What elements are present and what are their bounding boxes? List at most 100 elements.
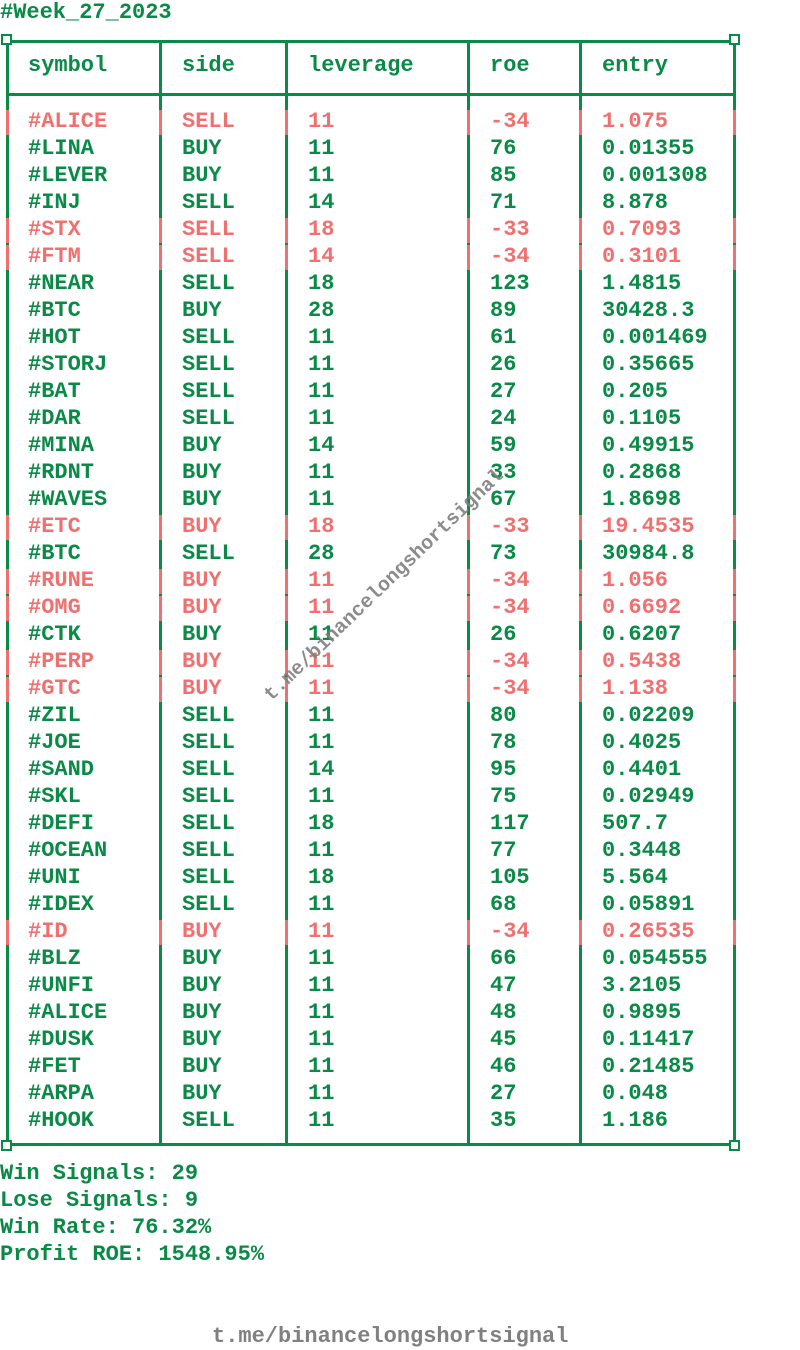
loss-marker <box>6 515 9 540</box>
cell-roe: 95 <box>490 757 517 782</box>
cell-leverage: 11 <box>308 946 335 971</box>
table-row: #SAND SELL 14 95 0.4401 <box>0 756 740 783</box>
loss-marker <box>733 650 736 675</box>
cell-leverage: 11 <box>308 1054 335 1079</box>
loss-marker <box>159 596 162 621</box>
loss-marker <box>579 515 582 540</box>
cell-roe: 76 <box>490 136 517 161</box>
loss-marker <box>159 218 162 243</box>
cell-symbol: #ETC <box>28 514 81 539</box>
footer-link[interactable]: t.me/binancelongshortsignal <box>212 1324 569 1349</box>
summary-stats: Win Signals: 29 Lose Signals: 9 Win Rate… <box>0 1160 264 1268</box>
cell-side: SELL <box>182 892 235 917</box>
cell-symbol: #UNI <box>28 865 81 890</box>
cell-side: SELL <box>182 1108 235 1133</box>
loss-marker <box>579 677 582 702</box>
header-symbol: symbol <box>28 53 108 78</box>
loss-marker <box>579 920 582 945</box>
cell-side: SELL <box>182 757 235 782</box>
cell-roe: 26 <box>490 352 517 377</box>
cell-side: BUY <box>182 1054 222 1079</box>
loss-marker <box>285 515 288 540</box>
cell-side: BUY <box>182 433 222 458</box>
cell-side: SELL <box>182 271 235 296</box>
loss-marker <box>579 650 582 675</box>
cell-symbol: #UNFI <box>28 973 95 998</box>
cell-leverage: 11 <box>308 352 335 377</box>
cell-symbol: #SKL <box>28 784 81 809</box>
cell-leverage: 14 <box>308 757 335 782</box>
cell-roe: 48 <box>490 1000 517 1025</box>
cell-roe: -34 <box>490 109 530 134</box>
loss-marker <box>579 218 582 243</box>
cell-leverage: 11 <box>308 109 335 134</box>
loss-marker <box>467 515 470 540</box>
cell-symbol: #IDEX <box>28 892 95 917</box>
cell-side: SELL <box>182 811 235 836</box>
cell-symbol: #ZIL <box>28 703 81 728</box>
loss-marker <box>285 218 288 243</box>
cell-symbol: #LEVER <box>28 163 108 188</box>
loss-marker <box>733 920 736 945</box>
cell-side: SELL <box>182 541 235 566</box>
cell-roe: 66 <box>490 946 517 971</box>
corner-handle <box>1 1140 12 1151</box>
table-row: #RDNT BUY 11 33 0.2868 <box>0 459 740 486</box>
cell-symbol: #RDNT <box>28 460 95 485</box>
cell-symbol: #DEFI <box>28 811 95 836</box>
cell-leverage: 18 <box>308 217 335 242</box>
cell-entry: 0.4401 <box>602 757 682 782</box>
table-row: #PERP BUY 11 -34 0.5438 <box>0 648 740 675</box>
cell-symbol: #ALICE <box>28 109 108 134</box>
cell-entry: 0.35665 <box>602 352 695 377</box>
cell-entry: 19.4535 <box>602 514 695 539</box>
table-row: #ETC BUY 18 -33 19.4535 <box>0 513 740 540</box>
table-row: #LINA BUY 11 76 0.01355 <box>0 135 740 162</box>
header-roe: roe <box>490 53 530 78</box>
loss-marker <box>733 515 736 540</box>
loss-marker <box>159 245 162 270</box>
cell-entry: 0.02949 <box>602 784 695 809</box>
table-row: #CTK BUY 11 26 0.6207 <box>0 621 740 648</box>
table-row: #MINA BUY 14 59 0.49915 <box>0 432 740 459</box>
cell-roe: -34 <box>490 676 530 701</box>
cell-roe: 89 <box>490 298 517 323</box>
cell-entry: 0.3448 <box>602 838 682 863</box>
table-row: #BTC SELL 28 73 30984.8 <box>0 540 740 567</box>
cell-leverage: 28 <box>308 298 335 323</box>
loss-marker <box>579 110 582 135</box>
cell-symbol: #OMG <box>28 595 81 620</box>
table-row: #OMG BUY 11 -34 0.6692 <box>0 594 740 621</box>
table-row: #ID BUY 11 -34 0.26535 <box>0 918 740 945</box>
cell-symbol: #BLZ <box>28 946 81 971</box>
cell-leverage: 11 <box>308 487 335 512</box>
loss-marker <box>733 677 736 702</box>
cell-roe: 73 <box>490 541 517 566</box>
corner-handle <box>729 34 740 45</box>
cell-side: BUY <box>182 298 222 323</box>
cell-side: BUY <box>182 1081 222 1106</box>
cell-side: BUY <box>182 919 222 944</box>
cell-entry: 0.001308 <box>602 163 708 188</box>
cell-entry: 0.9895 <box>602 1000 682 1025</box>
cell-entry: 0.21485 <box>602 1054 695 1079</box>
cell-leverage: 11 <box>308 460 335 485</box>
cell-roe: 33 <box>490 460 517 485</box>
cell-roe: 77 <box>490 838 517 863</box>
table-row: #JOE SELL 11 78 0.4025 <box>0 729 740 756</box>
table-row: #GTC BUY 11 -34 1.138 <box>0 675 740 702</box>
loss-marker <box>733 596 736 621</box>
cell-side: BUY <box>182 973 222 998</box>
cell-side: SELL <box>182 379 235 404</box>
cell-symbol: #CTK <box>28 622 81 647</box>
table-row: #HOT SELL 11 61 0.001469 <box>0 324 740 351</box>
lose-signals: Lose Signals: 9 <box>0 1188 199 1213</box>
table-row: #INJ SELL 14 71 8.878 <box>0 189 740 216</box>
loss-marker <box>285 677 288 702</box>
cell-leverage: 14 <box>308 433 335 458</box>
cell-symbol: #BAT <box>28 379 81 404</box>
cell-roe: 80 <box>490 703 517 728</box>
loss-marker <box>159 677 162 702</box>
cell-entry: 1.138 <box>602 676 669 701</box>
table-row: #OCEAN SELL 11 77 0.3448 <box>0 837 740 864</box>
